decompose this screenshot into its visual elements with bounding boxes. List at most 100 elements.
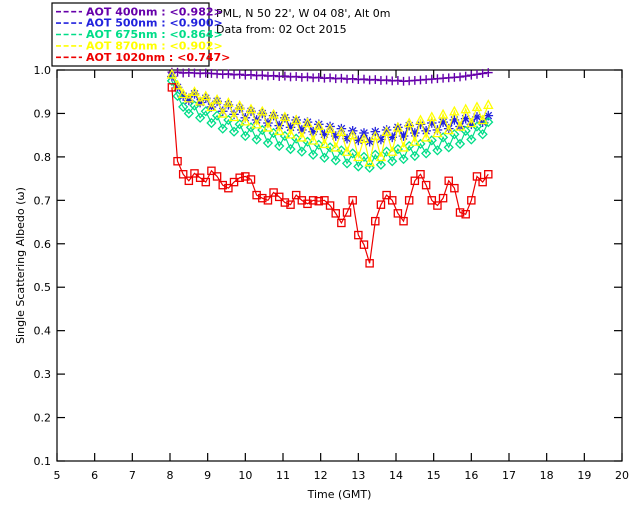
- data-point-triangle: [460, 103, 471, 114]
- legend-label: AOT 1020nm : <0.747>: [86, 51, 230, 64]
- data-point-star: [359, 128, 369, 138]
- data-point-plus: [370, 75, 380, 84]
- y-axis-title: Single Scattering Albedo (ω): [14, 187, 27, 344]
- data-point-square: [291, 190, 301, 200]
- data-point-triangle: [211, 93, 223, 104]
- data-point-square: [461, 209, 470, 219]
- data-point-square: [308, 196, 318, 205]
- data-point-diamond: [240, 130, 251, 142]
- x-tick-label: 7: [129, 469, 136, 482]
- x-tick-label: 11: [276, 469, 290, 482]
- data-point-diamond: [251, 134, 262, 145]
- series-line: [171, 74, 489, 163]
- data-point-triangle: [302, 117, 313, 128]
- data-point-square: [455, 208, 465, 217]
- data-point-diamond: [421, 148, 432, 159]
- data-point-triangle: [386, 146, 398, 156]
- data-point-diamond: [437, 132, 449, 143]
- data-point-triangle: [166, 68, 178, 79]
- data-point-diamond: [449, 129, 460, 140]
- data-point-triangle: [449, 105, 460, 116]
- x-tick-label: 16: [464, 469, 478, 482]
- data-point-triangle: [256, 105, 268, 116]
- data-point-square: [325, 201, 335, 210]
- legend-item[interactable]: AOT 870nm : <0.902>: [56, 40, 223, 53]
- data-point-triangle: [432, 127, 443, 138]
- data-point-diamond: [217, 123, 228, 134]
- series-aot-1020nm: [167, 83, 493, 268]
- data-point-square: [314, 196, 324, 206]
- data-point-triangle: [313, 120, 325, 130]
- x-tick-label: 13: [351, 469, 365, 482]
- y-tick-label: 0.3: [34, 368, 52, 381]
- data-point-diamond: [296, 146, 307, 157]
- data-point-triangle: [217, 107, 229, 118]
- data-point-square: [433, 201, 442, 210]
- data-point-square: [178, 170, 188, 179]
- data-point-square: [365, 259, 374, 268]
- data-point-diamond: [358, 151, 370, 163]
- legend-item[interactable]: AOT 500nm : <0.900>: [56, 17, 223, 30]
- data-point-triangle: [426, 111, 438, 122]
- data-point-plus: [246, 70, 256, 80]
- data-point-plus: [291, 72, 301, 81]
- data-point-triangle: [358, 133, 370, 143]
- data-point-diamond: [195, 112, 206, 123]
- data-point-triangle: [437, 108, 449, 119]
- data-point-triangle: [477, 114, 488, 125]
- y-tick-label: 0.8: [34, 151, 52, 164]
- legend-item[interactable]: AOT 400nm : <0.982>: [56, 5, 223, 18]
- data-point-plus: [461, 71, 471, 81]
- data-point-triangle: [466, 117, 477, 128]
- x-tick-label: 8: [167, 469, 174, 482]
- data-point-diamond: [381, 146, 392, 157]
- data-point-diamond: [189, 100, 200, 111]
- chart-title-site: PML, N 50 22', W 04 08', Alt 0m: [216, 7, 390, 20]
- x-tick-label: 18: [540, 469, 554, 482]
- data-point-diamond: [228, 126, 240, 137]
- data-point-triangle: [443, 124, 455, 135]
- data-point-triangle: [268, 108, 279, 119]
- data-point-diamond: [460, 125, 471, 136]
- data-point-square: [195, 173, 205, 182]
- data-point-diamond: [454, 138, 466, 149]
- data-point-triangle: [471, 101, 483, 112]
- data-point-triangle: [347, 129, 358, 140]
- data-point-diamond: [262, 137, 274, 149]
- data-point-square: [229, 177, 239, 187]
- data-point-triangle: [206, 101, 217, 112]
- data-point-triangle: [228, 111, 240, 122]
- data-point-triangle: [200, 90, 212, 101]
- data-point-plus: [325, 73, 335, 83]
- legend-item[interactable]: AOT 675nm : <0.864>: [56, 28, 223, 41]
- legend: AOT 400nm : <0.982>AOT 500nm : <0.900>AO…: [51, 2, 230, 67]
- y-tick-label: 0.1: [34, 455, 52, 468]
- data-point-square: [224, 183, 233, 193]
- legend-label: AOT 500nm : <0.900>: [86, 17, 223, 30]
- data-point-square: [212, 172, 222, 181]
- data-point-plus: [314, 72, 324, 82]
- y-tick-label: 1.0: [34, 64, 52, 77]
- series-aot-500nm: [167, 71, 494, 147]
- y-tick-label: 0.2: [34, 412, 52, 425]
- data-point-diamond: [319, 152, 330, 163]
- data-point-square: [348, 196, 357, 205]
- data-point-square: [399, 216, 408, 226]
- data-point-triangle: [324, 123, 336, 133]
- data-point-diamond: [398, 153, 409, 165]
- data-point-triangle: [415, 114, 426, 125]
- data-point-triangle: [262, 121, 274, 132]
- data-point-square: [246, 175, 256, 184]
- data-point-square: [421, 180, 431, 190]
- data-point-square: [371, 216, 380, 226]
- data-point-square: [337, 218, 346, 228]
- legend-label: AOT 400nm : <0.982>: [86, 5, 223, 18]
- data-point-square: [427, 196, 437, 205]
- data-point-plus: [336, 73, 346, 83]
- data-point-diamond: [477, 129, 488, 140]
- data-point-triangle: [273, 125, 285, 136]
- data-point-diamond: [353, 161, 364, 172]
- legend-item[interactable]: AOT 1020nm : <0.747>: [56, 51, 230, 64]
- data-point-plus: [257, 70, 267, 80]
- data-point-square: [450, 183, 459, 193]
